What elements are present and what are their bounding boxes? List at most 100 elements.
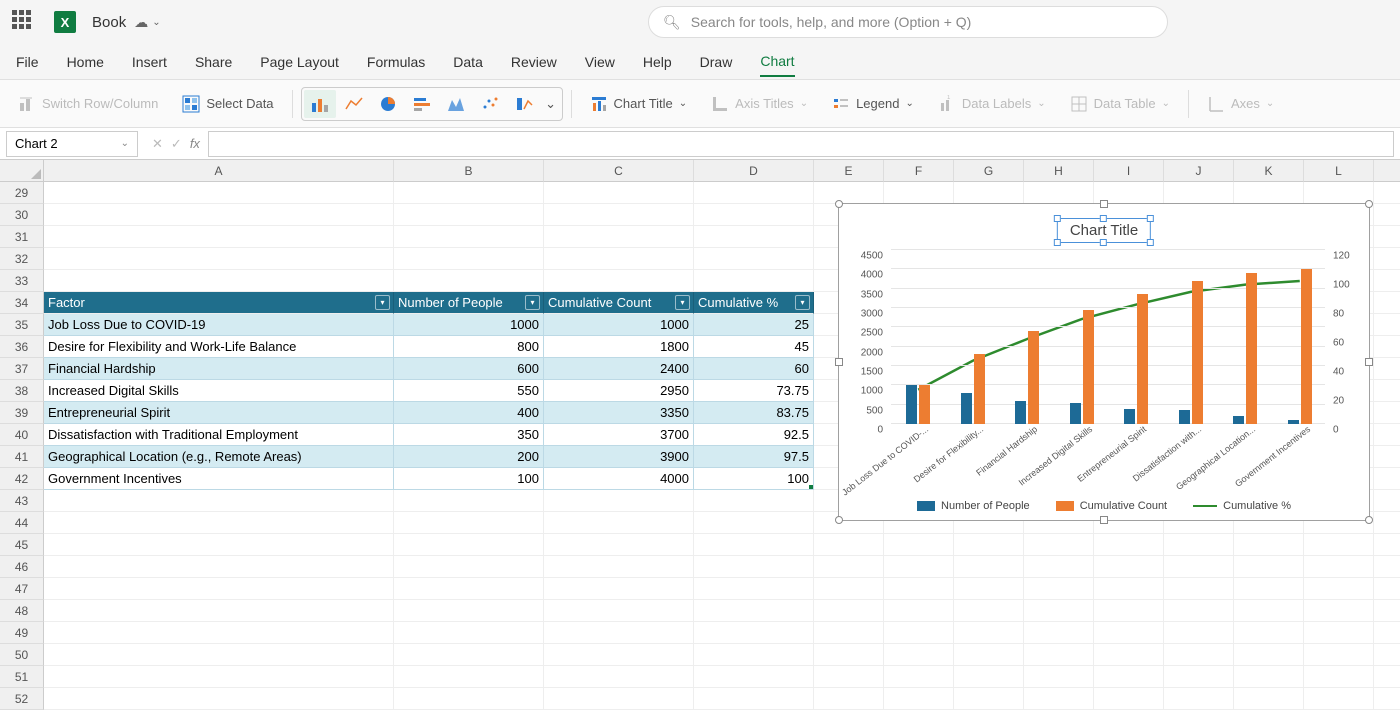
cell[interactable]: 3700 (544, 424, 694, 446)
chart-type-other-icon[interactable] (508, 90, 540, 118)
row-header[interactable]: 40 (0, 424, 44, 446)
row-header[interactable]: 44 (0, 512, 44, 534)
cell[interactable]: Number of People▾ (394, 292, 544, 314)
row-header[interactable]: 37 (0, 358, 44, 380)
cell[interactable] (1374, 226, 1400, 248)
row-header[interactable]: 31 (0, 226, 44, 248)
cell[interactable] (544, 688, 694, 710)
chart-type-line-icon[interactable] (338, 90, 370, 118)
cell[interactable] (1304, 644, 1374, 666)
cell[interactable] (1374, 622, 1400, 644)
column-header[interactable]: F (884, 160, 954, 182)
cell[interactable] (814, 556, 884, 578)
plot-area[interactable] (891, 252, 1325, 424)
cell[interactable] (1374, 556, 1400, 578)
cell[interactable] (884, 182, 954, 204)
cell[interactable] (954, 666, 1024, 688)
cell[interactable] (694, 578, 814, 600)
chart-type-area-icon[interactable] (440, 90, 472, 118)
cell[interactable] (44, 182, 394, 204)
cell[interactable] (694, 688, 814, 710)
cell[interactable]: Cumulative Count▾ (544, 292, 694, 314)
cell[interactable] (954, 688, 1024, 710)
cell[interactable] (44, 600, 394, 622)
chart-title[interactable]: Chart Title (1057, 218, 1151, 243)
cell[interactable] (544, 226, 694, 248)
row-header[interactable]: 30 (0, 204, 44, 226)
cell[interactable]: 2950 (544, 380, 694, 402)
cell[interactable] (394, 644, 544, 666)
cell[interactable] (884, 600, 954, 622)
cell[interactable] (1164, 644, 1234, 666)
cell[interactable]: Entrepreneurial Spirit (44, 402, 394, 424)
cell[interactable]: 400 (394, 402, 544, 424)
cell[interactable] (1374, 248, 1400, 270)
cell[interactable] (694, 248, 814, 270)
row-header[interactable]: 46 (0, 556, 44, 578)
column-header[interactable]: M (1374, 160, 1400, 182)
cell[interactable]: 1000 (544, 314, 694, 336)
legend-button[interactable]: Legend⌄ (822, 89, 924, 119)
cell[interactable] (1304, 182, 1374, 204)
tab-help[interactable]: Help (643, 48, 672, 76)
cell[interactable]: 45 (694, 336, 814, 358)
formula-input[interactable] (208, 131, 1394, 157)
cell[interactable] (1304, 622, 1374, 644)
cell[interactable] (1164, 666, 1234, 688)
cell[interactable]: Cumulative %▾ (694, 292, 814, 314)
cell[interactable] (44, 226, 394, 248)
cell[interactable] (1024, 644, 1094, 666)
cell[interactable] (814, 534, 884, 556)
cell[interactable]: Increased Digital Skills (44, 380, 394, 402)
accept-formula-icon[interactable]: ✓ (171, 136, 182, 152)
row-header[interactable]: 32 (0, 248, 44, 270)
column-header[interactable]: H (1024, 160, 1094, 182)
cell[interactable] (394, 270, 544, 292)
search-input[interactable]: 🔍︎ Search for tools, help, and more (Opt… (648, 6, 1168, 38)
cell[interactable] (1374, 358, 1400, 380)
chart-type-pie-icon[interactable] (372, 90, 404, 118)
tab-file[interactable]: File (16, 48, 39, 76)
cell[interactable] (1024, 622, 1094, 644)
filter-dropdown-icon[interactable]: ▾ (675, 295, 690, 310)
legend-item[interactable]: Cumulative Count (1056, 500, 1167, 512)
cell[interactable] (44, 578, 394, 600)
filter-dropdown-icon[interactable]: ▾ (375, 295, 390, 310)
cell[interactable]: 3900 (544, 446, 694, 468)
cell[interactable] (1374, 644, 1400, 666)
cell[interactable]: 100 (694, 468, 814, 490)
row-header[interactable]: 42 (0, 468, 44, 490)
cell[interactable] (394, 512, 544, 534)
cell[interactable] (1024, 556, 1094, 578)
chart-title-button[interactable]: Chart Title⌄ (580, 89, 698, 119)
cell[interactable] (954, 622, 1024, 644)
column-header[interactable]: D (694, 160, 814, 182)
cell[interactable] (394, 666, 544, 688)
chart-type-bar-icon[interactable] (406, 90, 438, 118)
row-header[interactable]: 38 (0, 380, 44, 402)
chart-type-dropdown-icon[interactable]: ⌄ (542, 90, 560, 118)
cell[interactable] (544, 578, 694, 600)
tab-draw[interactable]: Draw (700, 48, 733, 76)
cell[interactable]: 800 (394, 336, 544, 358)
cell[interactable]: 4000 (544, 468, 694, 490)
cell[interactable] (694, 600, 814, 622)
row-header[interactable]: 36 (0, 336, 44, 358)
cell[interactable] (44, 534, 394, 556)
column-header[interactable]: G (954, 160, 1024, 182)
cell[interactable] (884, 622, 954, 644)
title-dropdown-icon[interactable]: ⌄ (152, 17, 160, 28)
cancel-formula-icon[interactable]: ✕ (152, 136, 163, 152)
cell[interactable] (544, 622, 694, 644)
cell[interactable] (44, 622, 394, 644)
cell[interactable] (884, 556, 954, 578)
cell[interactable] (544, 534, 694, 556)
data-labels-button[interactable]: 1 Data Labels⌄ (928, 89, 1056, 119)
cell[interactable] (44, 644, 394, 666)
cell[interactable] (1304, 666, 1374, 688)
cell[interactable] (1094, 556, 1164, 578)
cell[interactable] (1164, 578, 1234, 600)
cell[interactable]: 60 (694, 358, 814, 380)
app-launcher-icon[interactable] (12, 10, 36, 34)
cell[interactable] (1024, 666, 1094, 688)
